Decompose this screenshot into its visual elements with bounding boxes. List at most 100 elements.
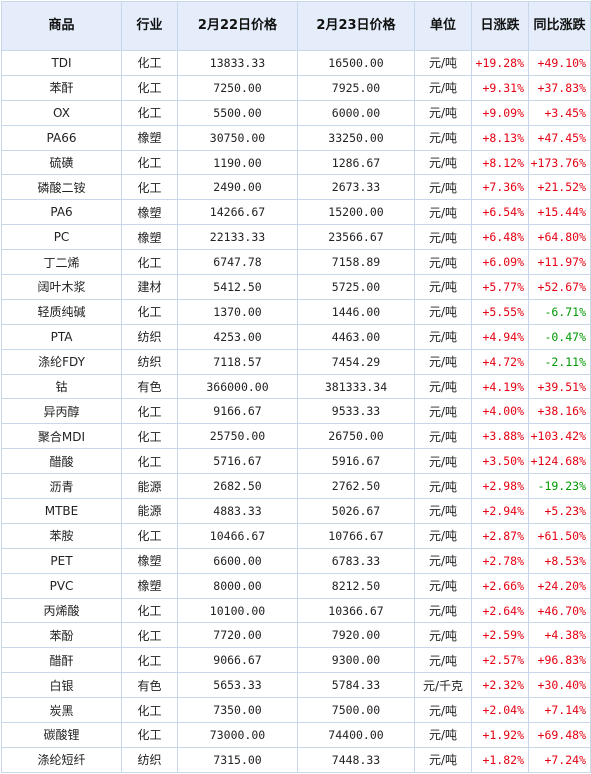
table-row: 异丙醇 化工 9166.67 9533.33 元/吨 +4.00% +38.16%	[1, 398, 591, 425]
price-feb22-cell: 6747.78	[177, 249, 298, 276]
daily-change-cell: +1.82%	[471, 746, 529, 773]
unit-cell: 元/吨	[414, 473, 472, 500]
yoy-change-cell: -2.11%	[528, 348, 591, 375]
yoy-change-cell: +30.40%	[528, 672, 591, 699]
unit-cell: 元/吨	[414, 199, 472, 226]
table-row: OX 化工 5500.00 6000.00 元/吨 +9.09% +3.45%	[1, 99, 591, 126]
header-price-feb22: 2月22日价格	[177, 1, 298, 51]
price-feb22-cell: 5716.67	[177, 448, 298, 475]
yoy-change-cell: +124.68%	[528, 448, 591, 475]
table-row: 涤纶FDY 纺织 7118.57 7454.29 元/吨 +4.72% -2.11%	[1, 348, 591, 375]
unit-cell: 元/吨	[414, 622, 472, 649]
yoy-change-cell: -6.71%	[528, 298, 591, 325]
unit-cell: 元/吨	[414, 746, 472, 773]
price-feb22-cell: 10466.67	[177, 522, 298, 549]
sector-cell: 化工	[121, 50, 178, 76]
unit-cell: 元/吨	[414, 124, 472, 151]
commodity-name-cell: 沥青	[1, 473, 122, 500]
daily-change-cell: +2.32%	[471, 672, 529, 699]
yoy-change-cell: +7.14%	[528, 697, 591, 724]
price-feb23-cell: 1286.67	[297, 149, 415, 176]
price-feb23-cell: 15200.00	[297, 199, 415, 226]
sector-cell: 橡塑	[121, 124, 178, 151]
price-feb23-cell: 9533.33	[297, 398, 415, 425]
sector-cell: 化工	[121, 423, 178, 450]
daily-change-cell: +2.64%	[471, 597, 529, 624]
yoy-change-cell: +11.97%	[528, 249, 591, 276]
table-row: PA66 橡塑 30750.00 33250.00 元/吨 +8.13% +47.45%	[1, 124, 591, 151]
daily-change-cell: +5.55%	[471, 298, 529, 325]
unit-cell: 元/吨	[414, 174, 472, 201]
sector-cell: 化工	[121, 174, 178, 201]
commodity-name-cell: 阔叶木浆	[1, 274, 122, 300]
yoy-change-cell: +4.38%	[528, 622, 591, 649]
sector-cell: 橡塑	[121, 224, 178, 251]
table-row: 醋酐 化工 9066.67 9300.00 元/吨 +2.57% +96.83%	[1, 647, 591, 674]
price-feb23-cell: 74400.00	[297, 722, 415, 748]
price-feb22-cell: 7250.00	[177, 74, 298, 101]
daily-change-cell: +4.94%	[471, 323, 529, 350]
table-row: 聚合MDI 化工 25750.00 26750.00 元/吨 +3.88% +103.42%	[1, 423, 591, 450]
table-row: 炭黑 化工 7350.00 7500.00 元/吨 +2.04% +7.14%	[1, 697, 591, 724]
table-row: 白银 有色 5653.33 5784.33 元/千克 +2.32% +30.40%	[1, 672, 591, 699]
sector-cell: 有色	[121, 672, 178, 699]
commodity-name-cell: 白银	[1, 672, 122, 699]
sector-cell: 化工	[121, 722, 178, 748]
commodity-name-cell: OX	[1, 99, 122, 126]
yoy-change-cell: +3.45%	[528, 99, 591, 126]
unit-cell: 元/千克	[414, 672, 472, 699]
yoy-change-cell: -0.47%	[528, 323, 591, 350]
table-row: PVC 橡塑 8000.00 8212.50 元/吨 +2.66% +24.20%	[1, 572, 591, 599]
yoy-change-cell: +64.80%	[528, 224, 591, 251]
price-feb23-cell: 5725.00	[297, 274, 415, 300]
yoy-change-cell: +38.16%	[528, 398, 591, 425]
table-row: 阔叶木浆 建材 5412.50 5725.00 元/吨 +5.77% +52.67%	[1, 274, 591, 300]
yoy-change-cell: +69.48%	[528, 722, 591, 748]
yoy-change-cell: +96.83%	[528, 647, 591, 674]
price-feb23-cell: 5784.33	[297, 672, 415, 699]
price-feb22-cell: 6600.00	[177, 547, 298, 574]
price-feb23-cell: 1446.00	[297, 298, 415, 325]
price-feb22-cell: 10100.00	[177, 597, 298, 624]
price-feb22-cell: 30750.00	[177, 124, 298, 151]
commodity-name-cell: 涤纶FDY	[1, 348, 122, 375]
commodity-name-cell: PET	[1, 547, 122, 574]
yoy-change-cell: +24.20%	[528, 572, 591, 599]
price-feb23-cell: 33250.00	[297, 124, 415, 151]
unit-cell: 元/吨	[414, 423, 472, 450]
header-price-feb23: 2月23日价格	[297, 1, 415, 51]
daily-change-cell: +1.92%	[471, 722, 529, 748]
daily-change-cell: +4.00%	[471, 398, 529, 425]
sector-cell: 有色	[121, 373, 178, 400]
price-feb23-cell: 10366.67	[297, 597, 415, 624]
table-row: TDI 化工 13833.33 16500.00 元/吨 +19.28% +49.10%	[1, 50, 591, 76]
daily-change-cell: +2.78%	[471, 547, 529, 574]
commodity-name-cell: 苯酚	[1, 622, 122, 649]
commodity-name-cell: TDI	[1, 50, 122, 76]
commodity-name-cell: 钴	[1, 373, 122, 400]
table-row: PTA 纺织 4253.00 4463.00 元/吨 +4.94% -0.47%	[1, 323, 591, 350]
commodity-name-cell: PA66	[1, 124, 122, 151]
commodity-name-cell: 苯酐	[1, 74, 122, 101]
price-feb23-cell: 26750.00	[297, 423, 415, 450]
price-feb23-cell: 2762.50	[297, 473, 415, 500]
price-feb22-cell: 7315.00	[177, 746, 298, 773]
commodity-name-cell: PC	[1, 224, 122, 251]
header-yoy-change: 同比涨跌	[528, 1, 591, 51]
unit-cell: 元/吨	[414, 50, 472, 76]
price-feb23-cell: 23566.67	[297, 224, 415, 251]
price-feb23-cell: 6000.00	[297, 99, 415, 126]
sector-cell: 纺织	[121, 348, 178, 375]
price-feb23-cell: 10766.67	[297, 522, 415, 549]
daily-change-cell: +8.13%	[471, 124, 529, 151]
price-feb22-cell: 22133.33	[177, 224, 298, 251]
daily-change-cell: +8.12%	[471, 149, 529, 176]
price-feb22-cell: 73000.00	[177, 722, 298, 748]
unit-cell: 元/吨	[414, 149, 472, 176]
sector-cell: 化工	[121, 448, 178, 475]
unit-cell: 元/吨	[414, 572, 472, 599]
price-feb22-cell: 7350.00	[177, 697, 298, 724]
commodity-name-cell: 醋酸	[1, 448, 122, 475]
unit-cell: 元/吨	[414, 722, 472, 748]
unit-cell: 元/吨	[414, 373, 472, 400]
